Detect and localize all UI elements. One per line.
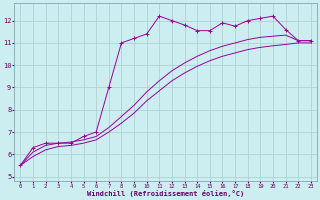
X-axis label: Windchill (Refroidissement éolien,°C): Windchill (Refroidissement éolien,°C) xyxy=(87,190,244,197)
